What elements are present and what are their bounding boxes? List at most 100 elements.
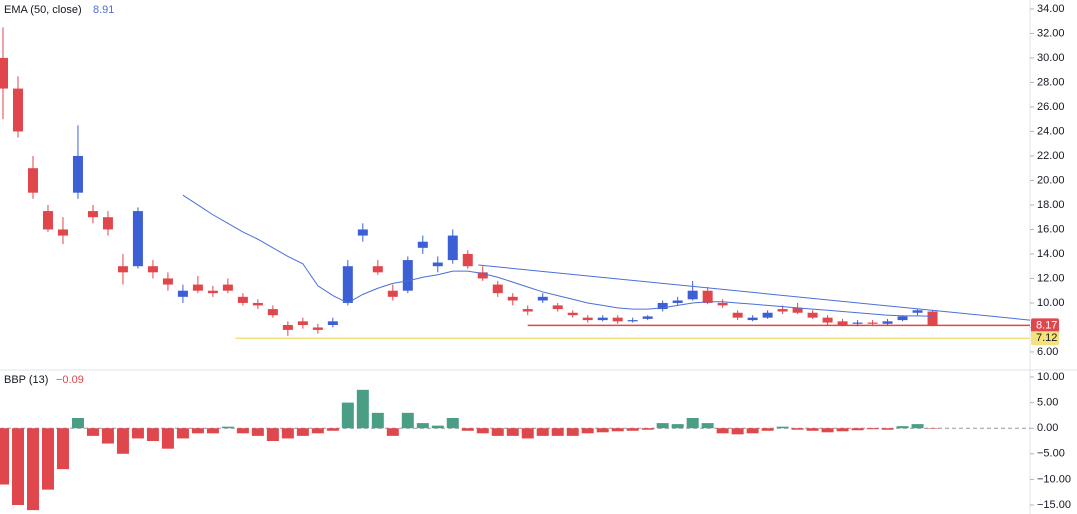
- candle-body: [312, 327, 323, 330]
- candle-body: [237, 296, 248, 303]
- y-tick-label: −10.00: [1037, 473, 1071, 485]
- bar: [806, 428, 819, 431]
- candle-body: [492, 284, 503, 294]
- candle-body: [807, 312, 818, 318]
- bar: [461, 428, 474, 431]
- bar: [386, 428, 399, 436]
- candle-body: [447, 235, 458, 261]
- candle-body: [372, 266, 383, 273]
- y-tick-label: 0.00: [1037, 422, 1058, 434]
- y-tick-label: 30.00: [1037, 52, 1065, 64]
- bar: [761, 428, 774, 431]
- bar: [656, 423, 669, 429]
- candle-body: [657, 302, 668, 310]
- candle-body: [477, 272, 488, 279]
- bar: [236, 428, 249, 434]
- bar: [686, 417, 699, 429]
- y-tick-label: 18.00: [1037, 199, 1065, 211]
- level-box: [1031, 318, 1059, 333]
- bar: [416, 423, 429, 429]
- bar: [746, 428, 759, 434]
- bar: [476, 428, 489, 434]
- candle-body: [357, 229, 368, 236]
- candle-body: [762, 312, 773, 318]
- bar: [821, 428, 834, 433]
- candle-body: [282, 325, 293, 330]
- candle-body: [792, 307, 803, 313]
- candle-body: [612, 317, 623, 322]
- bar: [866, 428, 879, 430]
- candle-body: [777, 309, 788, 312]
- bar: [296, 428, 309, 436]
- y-tick-label: 10.00: [1037, 297, 1065, 309]
- candle-body: [267, 309, 278, 316]
- candle-body: [837, 321, 848, 326]
- candle-body: [222, 284, 233, 291]
- bar: [896, 426, 909, 429]
- bar: [326, 428, 339, 431]
- candle-body: [117, 266, 128, 273]
- trend-line: [478, 264, 1031, 321]
- y-tick-label: 34.00: [1037, 3, 1065, 15]
- candle-body: [147, 266, 158, 273]
- ema-legend: EMA (50, close): [4, 4, 82, 16]
- bar: [176, 428, 189, 439]
- candle-body: [0, 57, 8, 89]
- bar: [146, 428, 159, 442]
- candle-body: [747, 317, 758, 321]
- bar: [536, 428, 549, 436]
- candle-body: [702, 290, 713, 303]
- level-box: [1031, 331, 1059, 346]
- candle-body: [342, 266, 353, 303]
- bar: [341, 402, 354, 429]
- candle-body: [882, 321, 893, 324]
- y-tick-label: 10.00: [1037, 371, 1065, 383]
- bar: [506, 428, 519, 436]
- bar: [161, 428, 174, 449]
- bar: [131, 428, 144, 439]
- y-tick-label: 16.00: [1037, 223, 1065, 235]
- candle-body: [522, 309, 533, 312]
- bar: [11, 428, 24, 505]
- bar: [431, 425, 444, 429]
- y-tick-label: −15.00: [1037, 499, 1071, 511]
- candle-body: [102, 217, 113, 230]
- y-tick-label: 5.00: [1037, 397, 1058, 409]
- bar: [71, 417, 84, 429]
- bar: [266, 428, 279, 442]
- bar: [221, 426, 234, 429]
- candle-body: [507, 296, 518, 301]
- bar: [566, 428, 579, 436]
- candle-body: [27, 168, 38, 193]
- bar: [776, 426, 789, 429]
- candle-body: [387, 290, 398, 297]
- candle-body: [12, 88, 23, 132]
- y-tick-label: 32.00: [1037, 27, 1065, 39]
- bar: [491, 428, 504, 436]
- candle-body: [867, 322, 878, 324]
- y-tick-label: 28.00: [1037, 76, 1065, 88]
- candle-body: [897, 316, 908, 321]
- bar: [56, 428, 69, 470]
- candle-body: [42, 211, 53, 230]
- y-tick-label: −5.00: [1037, 448, 1065, 460]
- candle-body: [177, 290, 188, 297]
- bar: [701, 423, 714, 429]
- bar: [881, 428, 894, 430]
- bar: [356, 389, 369, 429]
- candle-body: [162, 278, 173, 285]
- bar: [206, 428, 219, 434]
- bar: [731, 428, 744, 435]
- candle-body: [732, 312, 743, 318]
- candle-body: [642, 316, 653, 319]
- bar: [401, 412, 414, 429]
- level-label: 7.12: [1036, 332, 1057, 344]
- bbp-legend: BBP (13): [4, 374, 48, 386]
- candle-body: [597, 317, 608, 321]
- bar: [791, 428, 804, 430]
- bar: [0, 428, 9, 485]
- candle-body: [717, 302, 728, 306]
- bar: [851, 428, 864, 431]
- y-tick-label: 14.00: [1037, 248, 1065, 260]
